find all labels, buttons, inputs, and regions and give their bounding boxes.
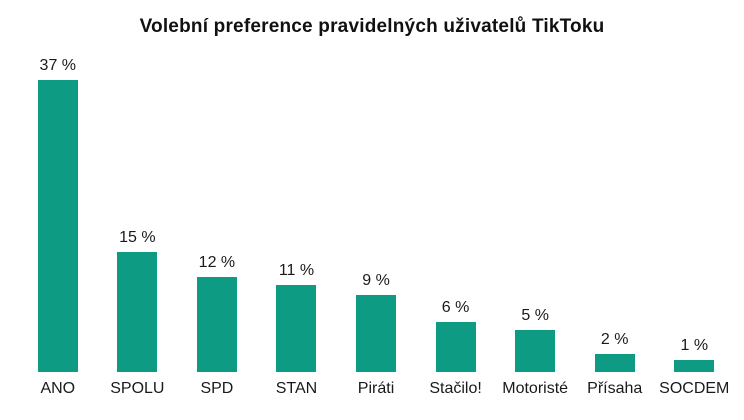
x-axis-label: STAN bbox=[275, 380, 318, 397]
bar bbox=[37, 80, 78, 372]
bar bbox=[276, 285, 317, 372]
bar-value-label: 5 % bbox=[521, 307, 549, 324]
bar bbox=[515, 330, 556, 372]
x-axis-label: Piráti bbox=[357, 380, 395, 397]
bar-value-label: 11 % bbox=[278, 262, 315, 279]
bar-value-label: 1 % bbox=[680, 337, 709, 354]
bar-value-label: 15 % bbox=[119, 229, 156, 246]
x-axis-labels-row: ANO SPOLU SPD STAN Piráti Stačilo! Motoristé Př… bbox=[18, 381, 734, 397]
bar bbox=[594, 354, 635, 372]
x-axis-label: SPD bbox=[200, 380, 234, 397]
x-axis-label: Motoristé bbox=[502, 380, 569, 397]
bar-value-label: 9 % bbox=[362, 272, 390, 289]
chart-title: Volební preference pravidelných uživatel… bbox=[139, 16, 605, 37]
bar bbox=[196, 277, 237, 372]
bar-column: 1 % bbox=[655, 50, 735, 372]
bar-value-label: 2 % bbox=[600, 331, 629, 348]
bar bbox=[356, 295, 397, 372]
bar bbox=[435, 322, 476, 372]
bar-column: 11 % bbox=[257, 50, 337, 372]
bar-value-label: 37 % bbox=[39, 57, 77, 74]
bar-column: 37 % bbox=[18, 50, 98, 372]
bar-column: 2 % bbox=[575, 50, 655, 372]
bar-column: 12 % bbox=[177, 50, 257, 372]
bar bbox=[674, 360, 715, 372]
bar bbox=[117, 252, 158, 372]
bar-value-label: 12 % bbox=[198, 254, 236, 271]
bar-column: 15 % bbox=[98, 50, 178, 372]
x-axis-label: Přísaha bbox=[587, 380, 643, 397]
bar-column: 5 % bbox=[495, 50, 575, 372]
bar-value-label: 6 % bbox=[441, 299, 470, 316]
x-axis-label: Stačilo! bbox=[429, 380, 482, 397]
bar-column: 9 % bbox=[336, 50, 416, 372]
bar-column: 6 % bbox=[416, 50, 496, 372]
x-axis-label: SPOLU bbox=[110, 380, 165, 397]
plot-area: 37 % 15 % 12 % 11 % 9 % 6 % 5 % 2 % 1 % bbox=[18, 50, 734, 372]
x-axis-label: SOCDEM bbox=[659, 380, 730, 397]
x-axis-label: ANO bbox=[40, 380, 76, 397]
